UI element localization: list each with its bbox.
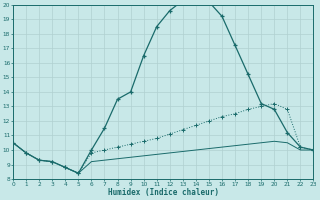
- X-axis label: Humidex (Indice chaleur): Humidex (Indice chaleur): [108, 188, 219, 197]
